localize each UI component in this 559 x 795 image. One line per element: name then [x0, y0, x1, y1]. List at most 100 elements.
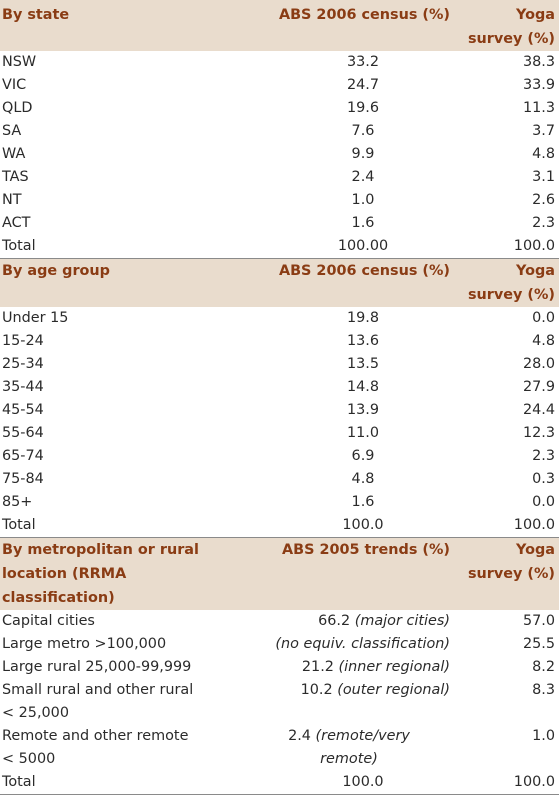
- row-abs: 13.6: [346, 333, 380, 349]
- row-yoga: 11.3: [522, 100, 555, 116]
- section-header-state: By state ABS 2006 census (%) Yoga survey …: [0, 0, 559, 51]
- section-header-age: By age group ABS 2006 census (%) Yoga sur…: [0, 258, 559, 307]
- row-abs: 100.0: [246, 771, 454, 795]
- table-row: Large metro >100,000 (no equiv. classifi…: [0, 633, 559, 656]
- row-label: QLD: [2, 100, 33, 116]
- row-label: Large metro >100,000: [2, 636, 167, 652]
- abs-note-line2: remote): [320, 751, 378, 767]
- table-row: 55-64 11.0 12.3: [0, 422, 559, 445]
- table-row: VIC 24.7 33.9: [0, 74, 559, 97]
- header-abs: ABS 2006 census (%): [246, 0, 454, 51]
- row-label: Total: [0, 771, 246, 795]
- row-label-line1: Small rural and other rural: [2, 682, 194, 698]
- row-label: 35-44: [2, 379, 44, 395]
- row-yoga: 38.3: [522, 54, 555, 70]
- row-abs: 1.6: [351, 494, 375, 510]
- row-abs: 13.5: [346, 356, 380, 372]
- header-yoga-line1: Yoga: [516, 263, 555, 279]
- row-label: 85+: [2, 494, 33, 510]
- row-abs: 2.4 (remote/very remote): [246, 725, 454, 771]
- row-yoga: 0.3: [532, 471, 555, 487]
- table-row: 25-34 13.5 28.0: [0, 353, 559, 376]
- table-row: SA 7.6 3.7: [0, 120, 559, 143]
- row-label: TAS: [2, 169, 29, 185]
- row-label: 25-34: [2, 356, 44, 372]
- abs-value: 10.2: [300, 682, 333, 698]
- row-label: 65-74: [2, 448, 44, 464]
- row-abs: 19.8: [346, 310, 380, 326]
- row-abs: 4.8: [351, 471, 375, 487]
- table-row: Under 15 19.8 0.0: [0, 307, 559, 330]
- abs-note: (outer regional): [337, 682, 450, 698]
- row-label: 55-64: [2, 425, 44, 441]
- table-row: NSW 33.2 38.3: [0, 51, 559, 74]
- row-abs: 13.9: [346, 402, 380, 418]
- row-yoga: 4.8: [532, 333, 555, 349]
- header-abs: ABS 2006 census (%): [246, 258, 454, 307]
- row-yoga: 3.1: [532, 169, 555, 185]
- row-yoga: 100.0: [513, 517, 555, 533]
- table-row: Small rural and other rural < 25,000 10.2…: [0, 679, 559, 725]
- row-label: 15-24: [2, 333, 44, 349]
- row-abs: 7.6: [351, 123, 375, 139]
- row-label: 75-84: [2, 471, 44, 487]
- table-row: TAS 2.4 3.1: [0, 166, 559, 189]
- row-yoga: 27.9: [522, 379, 555, 395]
- header-yoga-line1: Yoga: [516, 542, 555, 558]
- header-yoga: Yoga survey (%): [454, 537, 559, 610]
- row-yoga: 0.0: [532, 310, 555, 326]
- row-label: SA: [2, 123, 22, 139]
- table-row: ACT 1.6 2.3: [0, 212, 559, 235]
- abs-value: 2.4: [288, 728, 311, 744]
- row-label: NT: [2, 192, 22, 208]
- row-abs: 2.4: [351, 169, 375, 185]
- table-row: Capital cities 66.2 (major cities) 57.0: [0, 610, 559, 633]
- row-label-line2: < 25,000: [2, 705, 69, 721]
- row-label: Remote and other remote < 5000: [0, 725, 246, 771]
- row-label: NSW: [2, 54, 37, 70]
- row-abs: 9.9: [351, 146, 375, 162]
- header-yoga: Yoga survey (%): [454, 258, 559, 307]
- row-label: Under 15: [2, 310, 69, 326]
- row-yoga: 8.3: [532, 682, 555, 698]
- row-abs: 14.8: [346, 379, 380, 395]
- row-yoga: 2.6: [532, 192, 555, 208]
- table-row: 85+ 1.6 0.0: [0, 491, 559, 514]
- row-label-line1: Remote and other remote: [2, 728, 189, 744]
- table-row: QLD 19.6 11.3: [0, 97, 559, 120]
- table-row: 45-54 13.9 24.4: [0, 399, 559, 422]
- row-yoga: 100.0: [513, 238, 555, 254]
- row-yoga: 28.0: [522, 356, 555, 372]
- header-yoga-line2: survey (%): [467, 287, 555, 303]
- row-label: ACT: [2, 215, 31, 231]
- row-yoga: 3.7: [532, 123, 555, 139]
- row-label: WA: [2, 146, 26, 162]
- row-yoga: 2.3: [532, 448, 555, 464]
- table-row: 75-84 4.8 0.3: [0, 468, 559, 491]
- row-yoga: 57.0: [522, 613, 555, 629]
- row-label: 45-54: [2, 402, 44, 418]
- row-abs: 1.6: [351, 215, 375, 231]
- abs-note-line1: (remote/very: [315, 728, 410, 744]
- row-label: Small rural and other rural < 25,000: [0, 679, 246, 725]
- header-yoga-line2: survey (%): [467, 566, 555, 582]
- row-abs: 19.6: [346, 100, 380, 116]
- row-abs: 100.0: [342, 517, 384, 533]
- row-yoga: 1.0: [532, 728, 555, 744]
- row-yoga: 25.5: [522, 636, 555, 652]
- abs-note: (no equiv. classification): [275, 636, 450, 652]
- row-abs: 100.00: [337, 238, 389, 254]
- row-abs: 33.2: [346, 54, 380, 70]
- abs-note: (major cities): [354, 613, 450, 629]
- table-row: Large rural 25,000-99,999 21.2 (inner re…: [0, 656, 559, 679]
- table-row: WA 9.9 4.8: [0, 143, 559, 166]
- total-row: Total 100.0 100.0: [0, 771, 559, 795]
- row-label: VIC: [2, 77, 27, 93]
- row-abs: 24.7: [346, 77, 380, 93]
- row-label: Large rural 25,000-99,999: [2, 659, 192, 675]
- table-row: 15-24 13.6 4.8: [0, 330, 559, 353]
- row-abs: 6.9: [351, 448, 375, 464]
- header-label-line1: By metropolitan or rural: [2, 542, 199, 558]
- row-label: Capital cities: [2, 613, 95, 629]
